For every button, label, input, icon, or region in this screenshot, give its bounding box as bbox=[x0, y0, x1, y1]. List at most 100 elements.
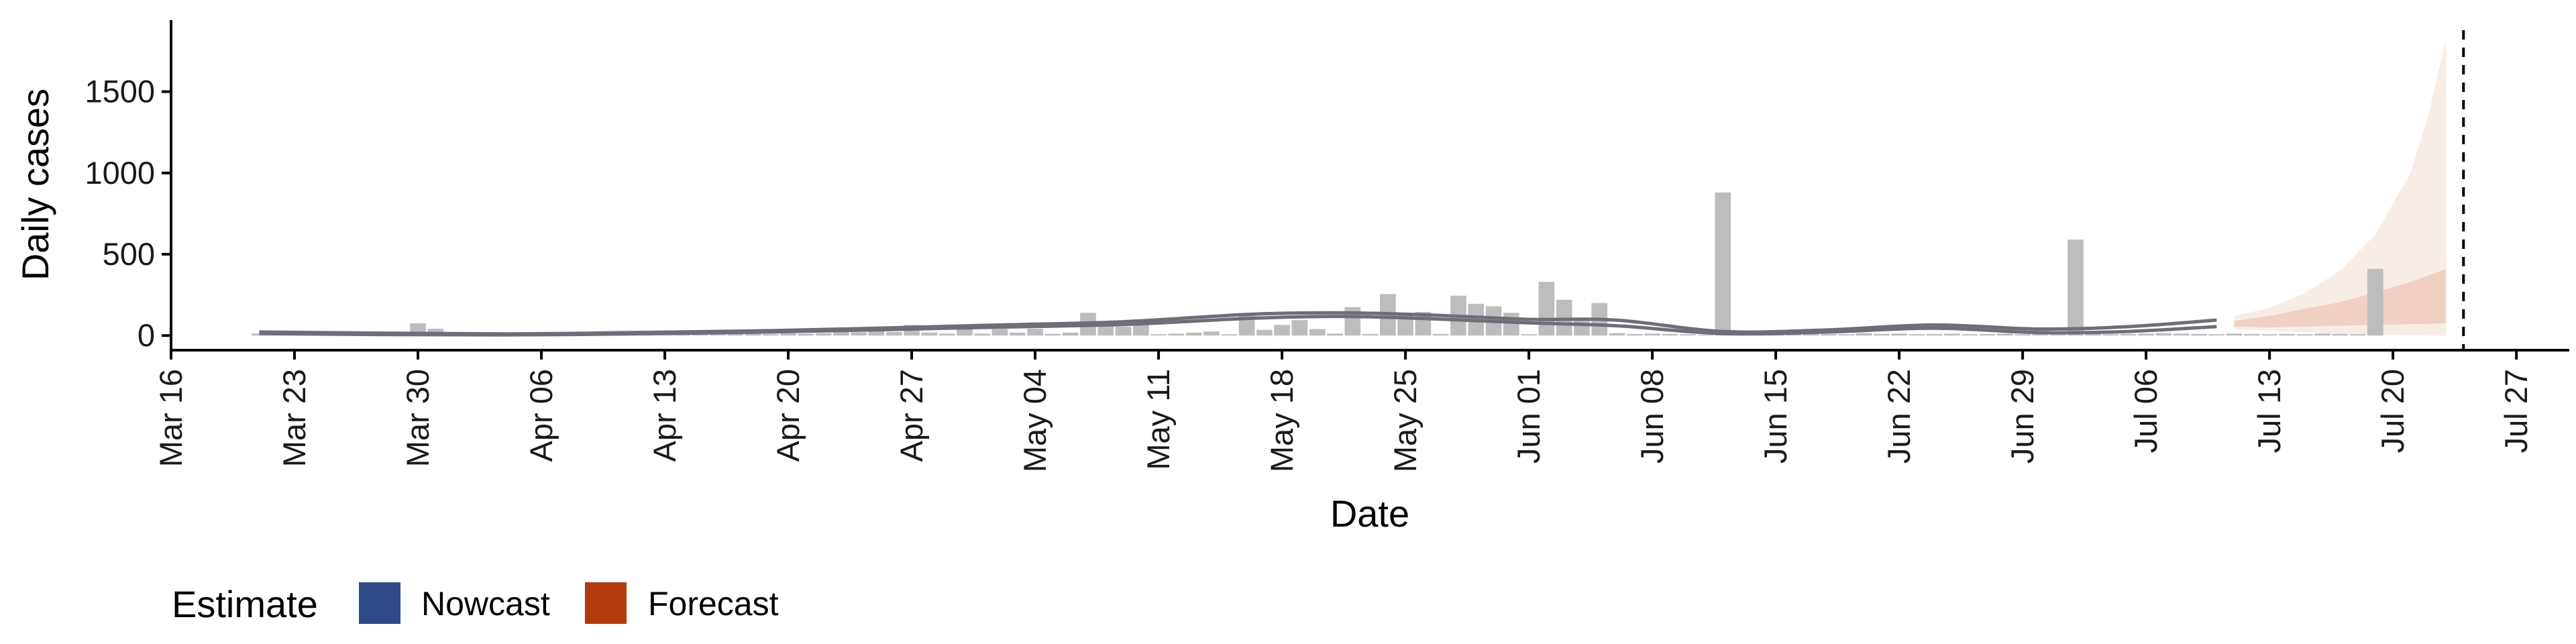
x-tick-label: Jun 01 bbox=[1511, 369, 1546, 464]
bar-reported-cases bbox=[1185, 332, 1202, 336]
bar-reported-cases bbox=[1679, 334, 1696, 336]
bar-reported-cases bbox=[2261, 334, 2277, 336]
legend-label-forecast: Forecast bbox=[648, 585, 779, 623]
x-tick-label: Mar 16 bbox=[153, 369, 189, 467]
bar-reported-cases bbox=[1521, 334, 1537, 336]
legend: Estimate Nowcast Forecast bbox=[172, 582, 779, 625]
x-tick-label: Jun 29 bbox=[2004, 369, 2040, 464]
bar-reported-cases bbox=[1644, 333, 1660, 336]
bar-reported-cases bbox=[1044, 333, 1061, 336]
bar-reported-cases bbox=[2244, 333, 2260, 336]
bar-reported-cases bbox=[957, 328, 973, 336]
bar-reported-cases bbox=[1327, 333, 1343, 336]
bar-reported-cases bbox=[2155, 333, 2172, 336]
x-tick-label: Mar 23 bbox=[276, 369, 312, 467]
bar-reported-cases bbox=[885, 331, 902, 336]
bar-reported-cases bbox=[1309, 329, 1326, 336]
bar-reported-cases bbox=[1150, 334, 1167, 336]
bar-reported-cases bbox=[2314, 333, 2330, 336]
bar-reported-cases bbox=[2068, 239, 2084, 336]
legend-swatch-nowcast bbox=[359, 582, 400, 624]
y-tick-label: 1000 bbox=[85, 155, 155, 191]
bar-reported-cases bbox=[1856, 333, 1872, 336]
bar-reported-cases bbox=[745, 333, 761, 336]
bar-reported-cases bbox=[1997, 333, 2013, 336]
bar-reported-cases bbox=[2332, 333, 2349, 336]
bar-reported-cases bbox=[1909, 334, 1925, 336]
bar-reported-cases bbox=[1221, 334, 1238, 336]
bar-reported-cases bbox=[833, 329, 849, 336]
bar-reported-cases bbox=[2208, 334, 2225, 336]
bar-reported-cases bbox=[1362, 333, 1379, 336]
bar-reported-cases bbox=[798, 333, 814, 336]
x-tick-label: Jul 20 bbox=[2375, 369, 2410, 453]
bar-reported-cases bbox=[1715, 192, 1731, 336]
bar-reported-cases bbox=[780, 333, 796, 336]
bar-reported-cases bbox=[1821, 333, 1837, 336]
x-axis-title: Date bbox=[1330, 492, 1409, 535]
bar-reported-cases bbox=[1627, 333, 1643, 336]
bar-reported-cases bbox=[710, 334, 726, 336]
x-tick-label: May 25 bbox=[1387, 369, 1423, 472]
legend-swatch-forecast bbox=[585, 582, 627, 624]
bar-reported-cases bbox=[1556, 299, 1572, 336]
bar-reported-cases bbox=[1168, 333, 1185, 336]
x-tick-label: Apr 27 bbox=[894, 369, 929, 462]
forecast-outer-band bbox=[2234, 40, 2446, 336]
bar-reported-cases bbox=[2367, 268, 2383, 336]
labels-layer: Daily cases Date bbox=[14, 89, 1409, 535]
bar-reported-cases bbox=[2049, 334, 2066, 336]
bar-reported-cases bbox=[2015, 334, 2031, 336]
x-tick-label: Jul 06 bbox=[2128, 369, 2163, 453]
nowcast-lower-line bbox=[259, 315, 2217, 337]
x-tick-label: May 04 bbox=[1017, 369, 1053, 472]
x-tick-label: Apr 06 bbox=[523, 369, 559, 462]
bar-reported-cases bbox=[851, 332, 867, 336]
x-tick-label: Jun 22 bbox=[1881, 369, 1917, 464]
nowcast-upper-line bbox=[259, 311, 2217, 336]
bar-reported-cases bbox=[1132, 324, 1149, 336]
bar-reported-cases bbox=[2296, 334, 2313, 336]
bar-reported-cases bbox=[1962, 334, 1978, 336]
x-tick-label: Jul 13 bbox=[2251, 369, 2287, 453]
bar-reported-cases bbox=[2279, 333, 2296, 336]
bar-reported-cases bbox=[1874, 333, 1890, 336]
y-axis-title: Daily cases bbox=[14, 89, 56, 280]
x-tick-label: Mar 30 bbox=[400, 369, 435, 467]
forecast-inner-band bbox=[2234, 268, 2446, 328]
bar-reported-cases bbox=[815, 333, 832, 336]
bar-reported-cases bbox=[1891, 333, 1907, 336]
bar-reported-cases bbox=[974, 333, 991, 336]
bar-reported-cases bbox=[1009, 332, 1026, 336]
x-tick-label: Jun 08 bbox=[1634, 369, 1670, 464]
bar-reported-cases bbox=[727, 333, 743, 336]
bar-reported-cases bbox=[1838, 334, 1855, 336]
y-tick-label: 500 bbox=[103, 236, 155, 272]
x-tick-label: Apr 13 bbox=[647, 369, 682, 462]
legend-title: Estimate bbox=[172, 583, 318, 625]
bar-reported-cases bbox=[1609, 333, 1625, 336]
y-tick-label: 1500 bbox=[85, 74, 155, 109]
bar-reported-cases bbox=[1803, 333, 1819, 336]
bar-reported-cases bbox=[1291, 320, 1308, 336]
bar-reported-cases bbox=[1397, 314, 1413, 336]
bar-reported-cases bbox=[1662, 333, 1678, 336]
bar-reported-cases bbox=[1432, 333, 1449, 336]
bar-reported-cases bbox=[1944, 333, 1960, 336]
bar-reported-cases bbox=[938, 333, 955, 336]
x-tick-label: Jun 15 bbox=[1758, 369, 1793, 464]
bar-reported-cases bbox=[1503, 313, 1519, 336]
bar-reported-cases bbox=[2032, 333, 2049, 336]
bar-reported-cases bbox=[1785, 334, 1802, 336]
bar-reported-cases bbox=[1203, 331, 1220, 336]
bar-reported-cases bbox=[1115, 326, 1132, 336]
y-tick-label: 0 bbox=[138, 317, 155, 353]
bar-reported-cases bbox=[1027, 329, 1043, 336]
bar-reported-cases bbox=[1256, 329, 1273, 336]
legend-label-nowcast: Nowcast bbox=[421, 585, 550, 623]
bar-reported-cases bbox=[921, 332, 938, 336]
x-tick-label: Jul 27 bbox=[2498, 369, 2534, 453]
nowcast-layer bbox=[259, 311, 2217, 337]
